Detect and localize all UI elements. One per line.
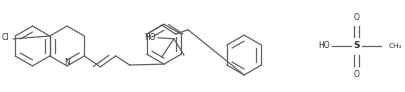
Text: S: S [352,41,359,51]
Text: O: O [353,13,358,22]
Text: HO: HO [144,33,156,42]
Text: HO: HO [318,41,330,51]
Text: Cl: Cl [2,33,9,41]
Text: N: N [64,58,70,67]
Text: O: O [353,70,358,79]
Text: CH₃: CH₃ [388,43,401,49]
